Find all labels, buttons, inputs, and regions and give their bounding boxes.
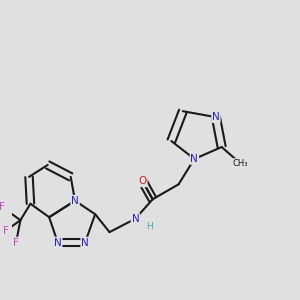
- Text: N: N: [212, 112, 220, 122]
- Text: H: H: [146, 222, 153, 231]
- Text: N: N: [131, 214, 139, 224]
- Text: CH₃: CH₃: [232, 159, 248, 168]
- Text: N: N: [71, 196, 79, 206]
- Text: O: O: [139, 176, 147, 186]
- Text: N: N: [190, 154, 198, 164]
- Text: F: F: [13, 238, 19, 248]
- Text: N: N: [54, 238, 62, 248]
- Text: F: F: [0, 202, 4, 212]
- Text: N: N: [81, 238, 89, 248]
- Text: F: F: [3, 226, 9, 236]
